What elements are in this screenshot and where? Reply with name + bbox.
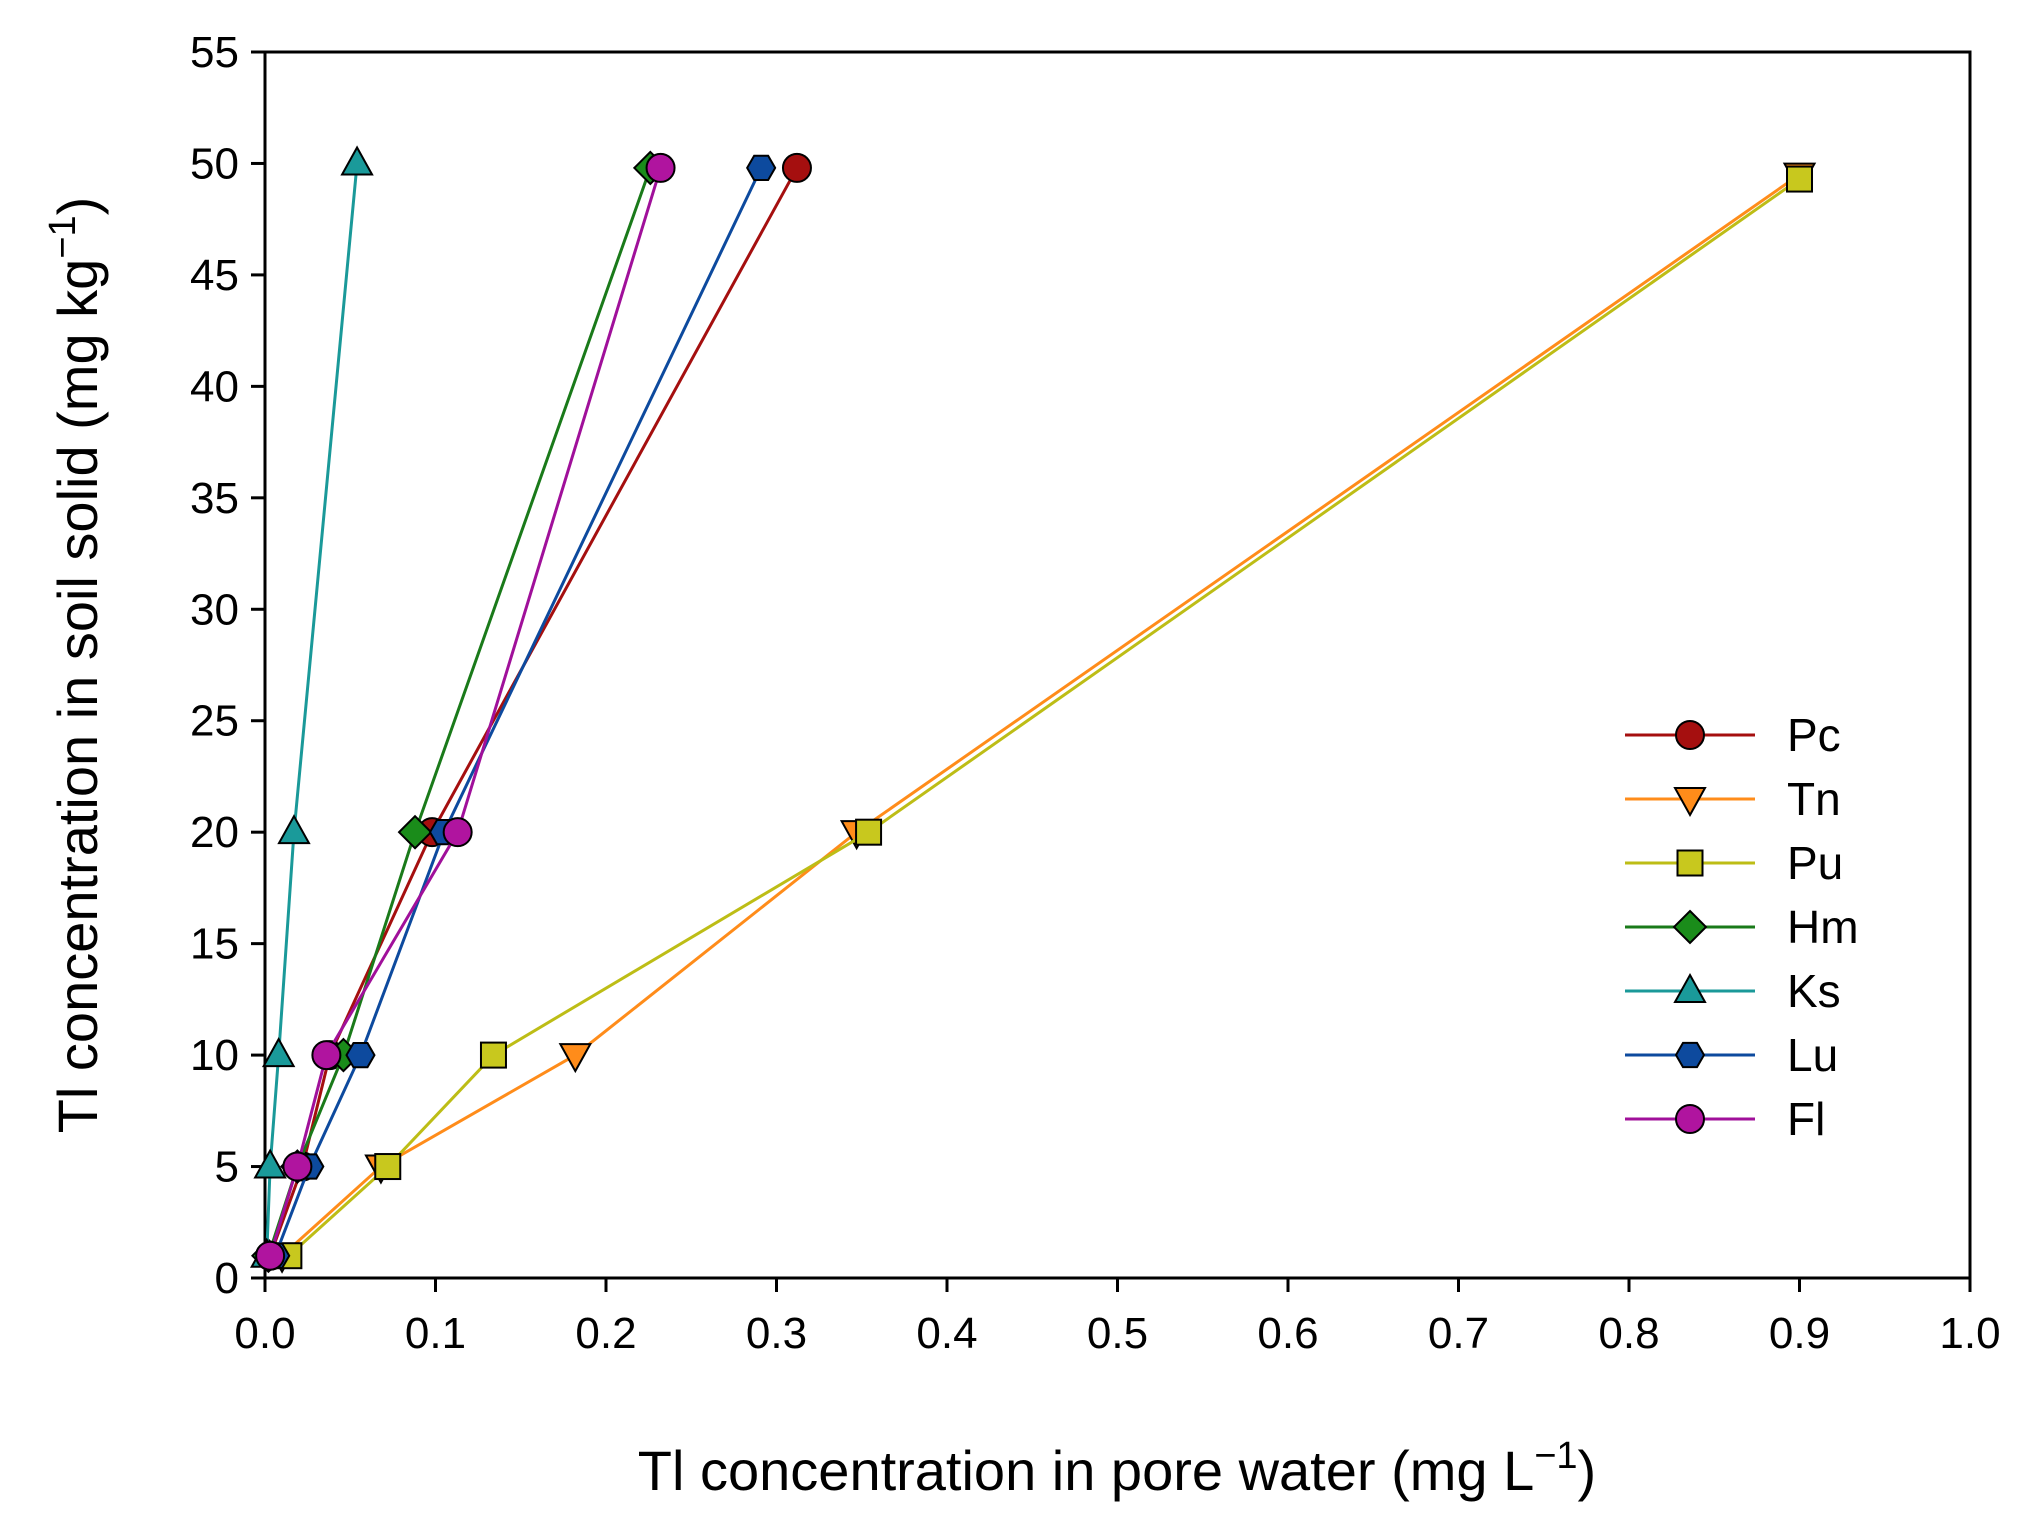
- y-tick-label: 15: [190, 920, 239, 969]
- x-tick-label: 0.0: [234, 1309, 295, 1358]
- x-tick-label: 0.9: [1769, 1309, 1830, 1358]
- series-line-lu: [273, 167, 763, 1257]
- plot-frame: [263, 50, 1972, 1280]
- y-tick-label: 55: [190, 28, 239, 77]
- legend-label: Fl: [1787, 1093, 1825, 1145]
- data-point-fl: [282, 1151, 313, 1182]
- data-point-pu: [374, 1153, 402, 1181]
- legend-marker: [1675, 1104, 1705, 1134]
- legend-label: Ks: [1787, 965, 1841, 1017]
- y-tick-label: 0: [215, 1254, 239, 1303]
- y-axis-ticks: 0 5 10 15 20 25 30 35 40 45 50 55: [190, 28, 265, 1303]
- x-tick-label: 0.7: [1428, 1309, 1489, 1358]
- legend-marker: [1673, 787, 1707, 818]
- legend-item-pc: Pc: [1625, 709, 1841, 761]
- data-point-ks: [340, 145, 374, 176]
- series-line-pu: [287, 177, 1801, 1257]
- data-point-fl: [311, 1040, 342, 1071]
- y-axis-title: Tl concentration in soil solid (mg kg−1): [42, 197, 109, 1134]
- series-ks: [250, 145, 374, 1268]
- legend-marker: [1676, 849, 1704, 877]
- x-tick-label: 0.6: [1257, 1309, 1318, 1358]
- x-axis-title: Tl concentration in pore water (mg L−1): [638, 1435, 1596, 1502]
- series-layer: [250, 145, 1817, 1274]
- legend-label: Pc: [1787, 709, 1841, 761]
- data-point-fl: [255, 1240, 286, 1271]
- x-tick-label: 0.2: [575, 1309, 636, 1358]
- legend-marker: [1673, 972, 1707, 1003]
- legend: Pc Tn Pu Hm Ks Lu Fl: [1625, 709, 1859, 1145]
- data-point-fl: [645, 152, 676, 183]
- legend-label: Pu: [1787, 837, 1843, 889]
- x-tick-label: 0.8: [1598, 1309, 1659, 1358]
- series-lu: [260, 154, 777, 1269]
- data-point-pc: [781, 152, 812, 183]
- legend-item-lu: Lu: [1625, 1029, 1838, 1081]
- x-axis-ticks: 0.0 0.1 0.2 0.3 0.4 0.5 0.6 0.7 0.8 0.9 1.0: [234, 1278, 2001, 1358]
- series-fl: [255, 152, 676, 1271]
- series-pu: [275, 165, 1813, 1270]
- legend-item-fl: Fl: [1625, 1093, 1825, 1145]
- data-point-pu: [1786, 165, 1813, 193]
- series-line-tn: [281, 173, 1801, 1257]
- y-tick-label: 35: [190, 474, 239, 523]
- y-tick-label: 5: [215, 1143, 239, 1192]
- y-tick-label: 40: [190, 362, 239, 411]
- data-point-ks: [277, 814, 311, 845]
- legend-marker: [1675, 720, 1705, 750]
- y-tick-label: 10: [190, 1031, 239, 1080]
- data-point-tn: [558, 1043, 593, 1074]
- x-tick-label: 0.5: [1087, 1309, 1148, 1358]
- y-tick-label: 25: [190, 697, 239, 746]
- y-tick-label: 20: [190, 808, 239, 857]
- data-point-pu: [855, 818, 883, 846]
- legend-item-ks: Ks: [1625, 965, 1841, 1017]
- data-point-ks: [253, 1148, 287, 1179]
- x-tick-label: 0.1: [405, 1309, 466, 1358]
- y-tick-label: 50: [190, 139, 239, 188]
- data-point-hm: [397, 814, 433, 850]
- legend-label: Lu: [1787, 1029, 1838, 1081]
- legend-item-pu: Pu: [1625, 837, 1843, 889]
- data-point-ks: [261, 1037, 296, 1068]
- y-tick-label: 30: [190, 585, 239, 634]
- legend-marker: [1674, 1041, 1706, 1069]
- data-point-lu: [746, 154, 777, 182]
- legend-item-tn: Tn: [1625, 773, 1841, 825]
- x-tick-label: 0.3: [746, 1309, 807, 1358]
- series-line-pc: [268, 167, 799, 1257]
- legend-item-hm: Hm: [1625, 901, 1859, 953]
- x-tick-label: 1.0: [1939, 1309, 2000, 1358]
- data-point-pu: [479, 1041, 507, 1069]
- y-tick-label: 45: [190, 251, 239, 300]
- data-point-lu: [345, 1041, 376, 1069]
- x-tick-label: 0.4: [916, 1309, 977, 1358]
- legend-marker: [1672, 909, 1708, 945]
- legend-label: Tn: [1787, 773, 1841, 825]
- data-point-fl: [442, 817, 473, 848]
- legend-label: Hm: [1787, 901, 1859, 953]
